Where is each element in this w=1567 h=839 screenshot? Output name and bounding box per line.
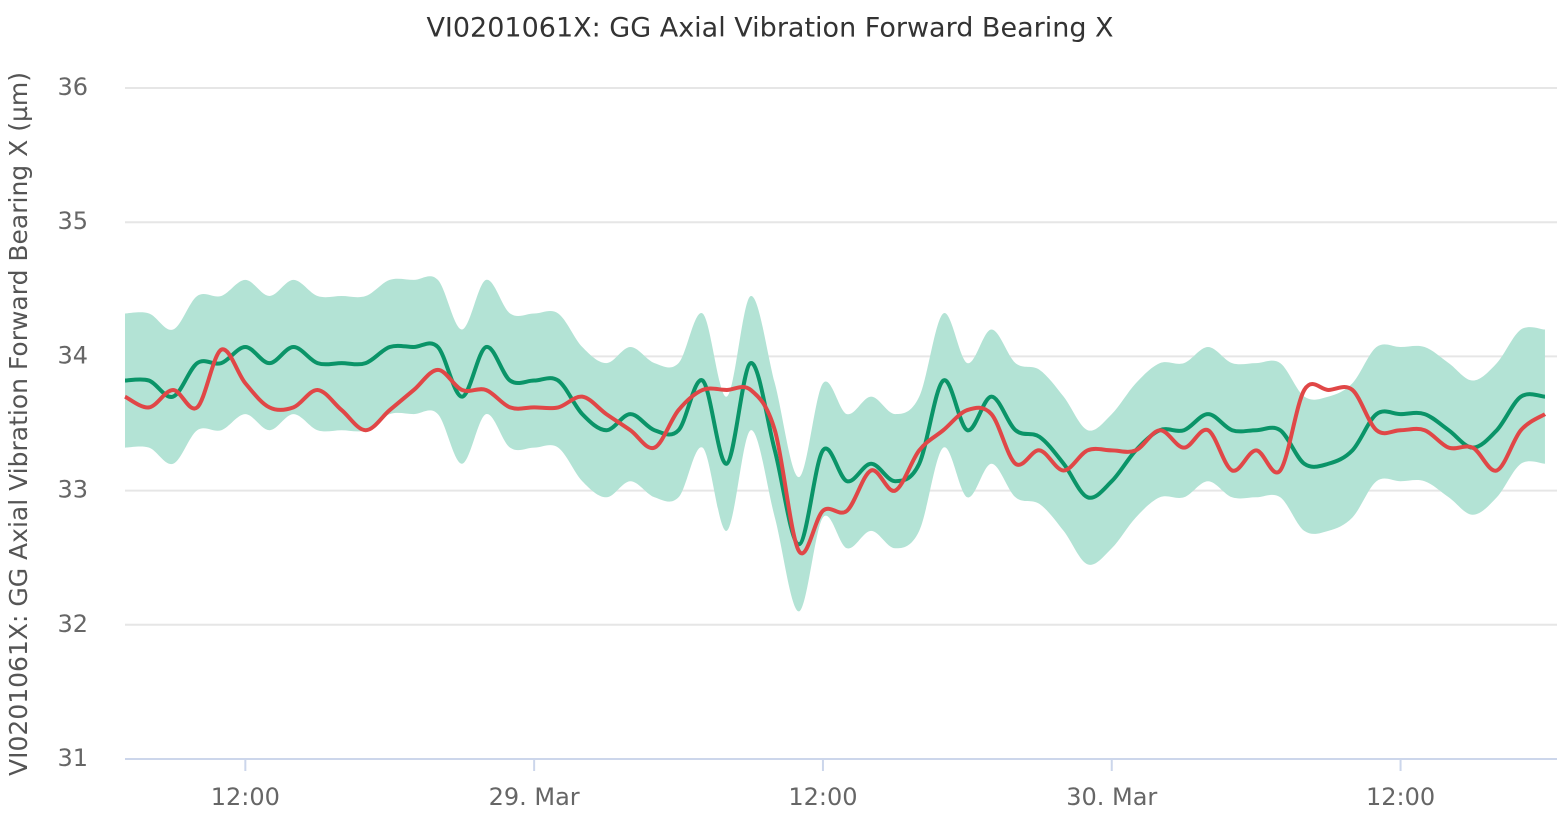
x-tick-label: 12:00 (1366, 783, 1435, 811)
y-tick-label: 32 (57, 610, 88, 638)
y-tick-label: 36 (57, 73, 88, 101)
series-line (124, 341, 1546, 547)
chart-title: VI0201061X: GG Axial Vibration Forward B… (426, 13, 1113, 44)
y-tick-label: 33 (57, 476, 88, 504)
range-band (125, 276, 1545, 612)
series-line (124, 347, 1547, 556)
x-tick-label: 12:00 (211, 783, 280, 811)
y-tick-label: 31 (57, 744, 88, 772)
x-tick-label: 29. Mar (489, 783, 580, 811)
y-axis-label: VI0201061X: GG Axial Vibration Forward B… (4, 72, 33, 776)
y-tick-label: 35 (57, 207, 88, 235)
x-tick-label: 30. Mar (1066, 783, 1157, 811)
y-tick-label: 34 (57, 341, 88, 369)
x-tick-label: 12:00 (788, 783, 857, 811)
